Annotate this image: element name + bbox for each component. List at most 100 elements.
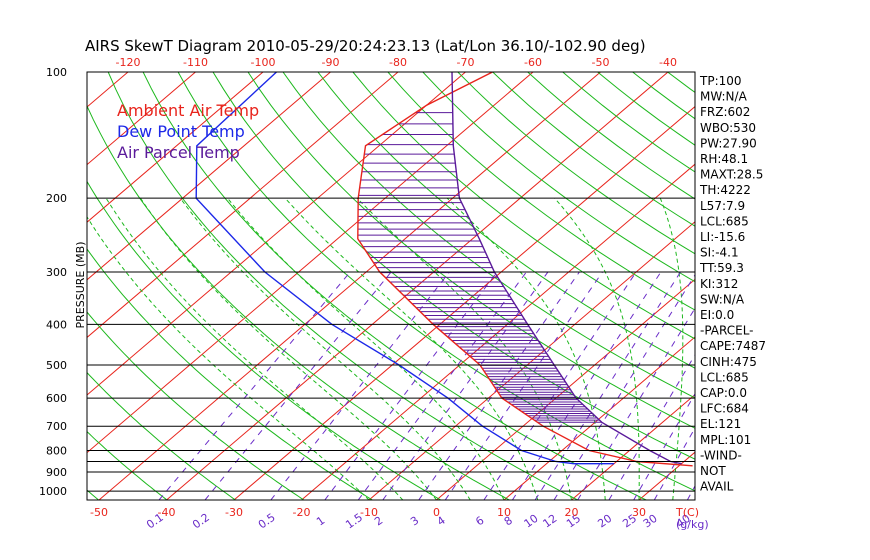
sounding-index: TT:59.3 — [699, 261, 744, 275]
moist-adiabat-line — [87, 215, 370, 500]
bottom-temp-label: 0 — [433, 506, 440, 519]
top-temp-label: -60 — [524, 56, 542, 69]
sounding-index: TP:100 — [699, 74, 742, 88]
dry-adiabat-line — [212, 72, 695, 460]
bottom-temp-label: -30 — [225, 506, 243, 519]
pressure-tick-label: 200 — [46, 192, 67, 205]
pressure-tick-label: 100 — [46, 66, 67, 79]
mixing-ratio-line — [324, 271, 498, 500]
dry-adiabat-line — [457, 72, 695, 255]
moist-adiabat-line — [140, 197, 437, 500]
sounding-index: WBO:530 — [700, 121, 756, 135]
bottom-temp-label: 20 — [565, 506, 579, 519]
top-temp-label: -120 — [116, 56, 141, 69]
mixing-ratio-label: 0.5 — [256, 511, 278, 532]
sounding-index: -PARCEL- — [700, 324, 754, 338]
dry-adiabat-line — [107, 72, 578, 500]
dry-adiabat-line — [387, 72, 695, 311]
mixing-ratio-label: 1 — [314, 514, 327, 529]
isotherm-line — [0, 72, 61, 500]
profile-line — [451, 72, 682, 465]
dry-adiabat-line — [352, 72, 695, 340]
isotherm-line — [98, 72, 601, 500]
sounding-index: RH:48.1 — [700, 152, 748, 166]
moist-adiabat-line — [446, 197, 606, 500]
dry-adiabat-line — [87, 104, 510, 500]
dry-adiabat-line — [87, 371, 236, 500]
sounding-index: CINH:475 — [700, 355, 757, 369]
sounding-index: PW:27.90 — [700, 136, 757, 150]
dry-adiabat-line — [87, 180, 442, 500]
mixing-ratio-line — [418, 271, 580, 500]
sounding-index: MAXT:28.5 — [700, 168, 763, 182]
isotherm-line — [87, 72, 466, 396]
pressure-tick-label: 1000 — [39, 485, 67, 498]
top-temp-label: -70 — [457, 56, 475, 69]
mixing-ratio-line — [444, 271, 603, 500]
dry-adiabat-line — [317, 72, 695, 369]
mixing-ratio-line — [534, 271, 681, 500]
y-axis-label: PRESSURE (MB) — [74, 242, 87, 329]
legend-entry: Air Parcel Temp — [117, 143, 240, 162]
pressure-tick-label: 300 — [46, 266, 67, 279]
isotherm-line — [233, 105, 695, 500]
top-temp-label: -100 — [251, 56, 276, 69]
moist-adiabat-line — [284, 197, 539, 500]
dry-adiabat-line — [177, 72, 695, 492]
sounding-index: NOT — [700, 464, 726, 478]
dry-adiabat-line — [87, 430, 168, 500]
sounding-index: MPL:101 — [700, 433, 751, 447]
bottom-temp-label: -40 — [158, 506, 176, 519]
isotherm-line — [87, 72, 196, 166]
isotherm-line — [368, 221, 695, 500]
sounding-index: LI:-15.6 — [700, 230, 745, 244]
moist-adiabat-line — [227, 197, 505, 500]
mixing-ratio-label: 3 — [408, 514, 421, 529]
sounding-index: SI:-4.1 — [700, 246, 739, 260]
sounding-index: L57:7.9 — [700, 199, 745, 213]
mixing-ratio-label: 6 — [473, 514, 486, 529]
dry-adiabat-line — [282, 72, 695, 399]
mixing-ratio-line — [553, 274, 695, 500]
sounding-index: LCL:685 — [700, 214, 749, 228]
isotherm-line — [87, 72, 399, 339]
bottom-temp-label: -10 — [360, 506, 378, 519]
mixing-ratio-line — [577, 307, 695, 500]
moist-adiabat-line — [659, 198, 684, 500]
isotherm-line — [87, 72, 264, 223]
plot-content — [0, 72, 695, 500]
sounding-index: LCL:685 — [700, 370, 749, 384]
legend-entry: Dew Point Temp — [117, 122, 245, 141]
sounding-index: SW:N/A — [700, 292, 745, 306]
sounding-index: TH:4222 — [699, 183, 751, 197]
sounding-index: KI:312 — [700, 277, 738, 291]
moist-adiabat-line — [179, 197, 471, 500]
dry-adiabat-line — [667, 72, 695, 94]
sounding-index: -WIND- — [700, 448, 742, 462]
isotherm-line — [436, 278, 695, 500]
mixing-ratio-label: 12 — [541, 512, 560, 531]
top-temp-label: -80 — [389, 56, 407, 69]
dry-adiabat-line — [247, 72, 695, 429]
plot-frame — [86, 71, 696, 501]
chart-title: AIRS SkewT Diagram 2010-05-29/20:24:23.1… — [85, 37, 646, 55]
pressure-tick-label: 600 — [46, 392, 67, 405]
isotherm-line — [166, 72, 669, 500]
top-temp-label: -110 — [183, 56, 208, 69]
sounding-index: EI:0.0 — [700, 308, 734, 322]
mixing-ratio-unit-label: (g/kg) — [676, 518, 709, 531]
mixing-ratio-label: 10 — [522, 512, 541, 531]
axis-labels: 0.1 0.2 0.5 1 1.5 2 3 4 6 8 10 12 15 20 25 30 4010020030… — [39, 56, 709, 531]
mixing-ratio-line — [608, 353, 695, 500]
mixing-ratio-label: 0.2 — [190, 511, 212, 532]
dry-adiabat-line — [87, 311, 305, 500]
mixing-ratio-line — [511, 271, 662, 500]
sounding-index: FRZ:602 — [700, 105, 750, 119]
sounding-index: CAPE:7487 — [700, 339, 766, 353]
top-temp-label: -90 — [322, 56, 340, 69]
bottom-temp-label: -50 — [90, 506, 108, 519]
moist-adiabat-line — [105, 197, 404, 500]
mixing-ratio-label: 20 — [595, 512, 614, 531]
pressure-tick-label: 500 — [46, 359, 67, 372]
dry-adiabat-line — [0, 72, 30, 500]
